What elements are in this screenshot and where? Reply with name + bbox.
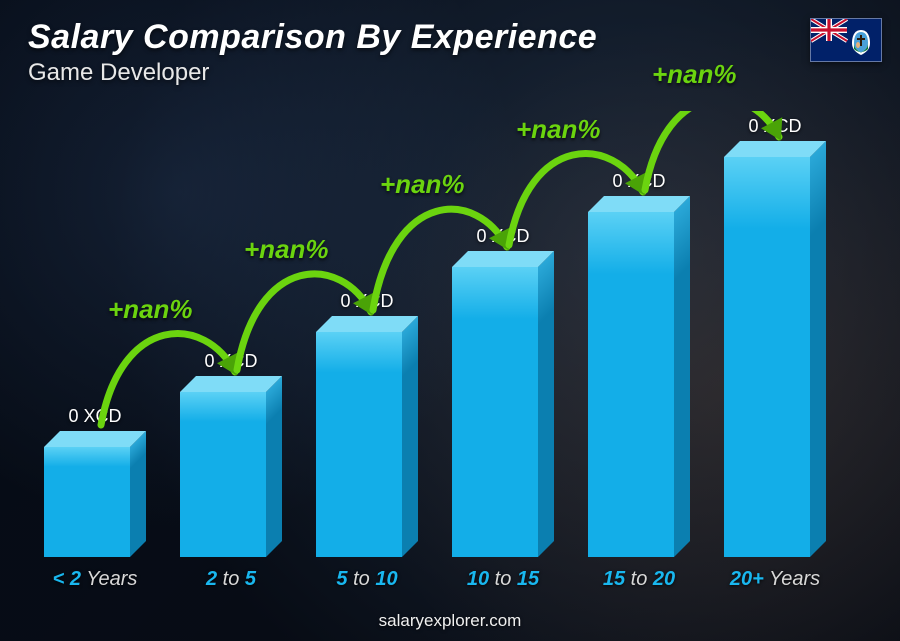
chart-area: 0 XCD< 2 Years0 XCD2 to 50 XCD5 to 100 X… [30,111,850,591]
bar-front [452,267,538,557]
bar-side [402,316,418,557]
bar-front [180,392,266,557]
x-axis-label: 5 to 10 [302,568,432,591]
footer-credit: salaryexplorer.com [0,611,900,631]
bar-top [180,376,282,392]
bar [180,392,282,557]
bar-side [538,251,554,557]
country-flag-icon [810,18,882,62]
bar [452,267,554,557]
bar-slot: 0 XCD 2 to 5 [166,111,302,591]
bar-slot: 0 XCD 20+ Years [710,111,846,591]
bar-side [130,431,146,557]
bar-top [452,251,554,267]
bar-value-label: 0 XCD [166,351,296,372]
bar-side [810,141,826,557]
bar-top [44,431,146,447]
delta-label: +nan% [516,114,601,145]
x-axis-label: < 2 Years [30,568,160,591]
bar-top [588,196,690,212]
bar-slot: 0 XCD 15 to 20 [574,111,710,591]
delta-label: +nan% [652,59,737,90]
x-axis-label: 10 to 15 [438,568,568,591]
title-block: Salary Comparison By Experience Game Dev… [28,18,597,87]
bar-value-label: 0 XCD [438,226,568,247]
bar-value-label: 0 XCD [30,406,160,427]
x-axis-label: 2 to 5 [166,568,296,591]
bar-value-label: 0 XCD [302,291,432,312]
bar-front [588,212,674,557]
chart-stage: Salary Comparison By Experience Game Dev… [0,0,900,641]
bar-value-label: 0 XCD [574,171,704,192]
x-axis-label: 15 to 20 [574,568,704,591]
bar-top [724,141,826,157]
chart-subtitle: Game Developer [28,59,597,87]
chart-title: Salary Comparison By Experience [28,18,597,57]
bar-top [316,316,418,332]
delta-label: +nan% [108,294,193,325]
bar-side [266,376,282,557]
bar [44,447,146,557]
bar [724,157,826,557]
bar [588,212,690,557]
bar-front [44,447,130,557]
bar-front [316,332,402,557]
bar-slot: 0 XCD < 2 Years [30,111,166,591]
bar-side [674,196,690,557]
bar-value-label: 0 XCD [710,116,840,137]
delta-label: +nan% [380,169,465,200]
x-axis-label: 20+ Years [710,568,840,591]
delta-label: +nan% [244,234,329,265]
bar-front [724,157,810,557]
bar [316,332,418,557]
